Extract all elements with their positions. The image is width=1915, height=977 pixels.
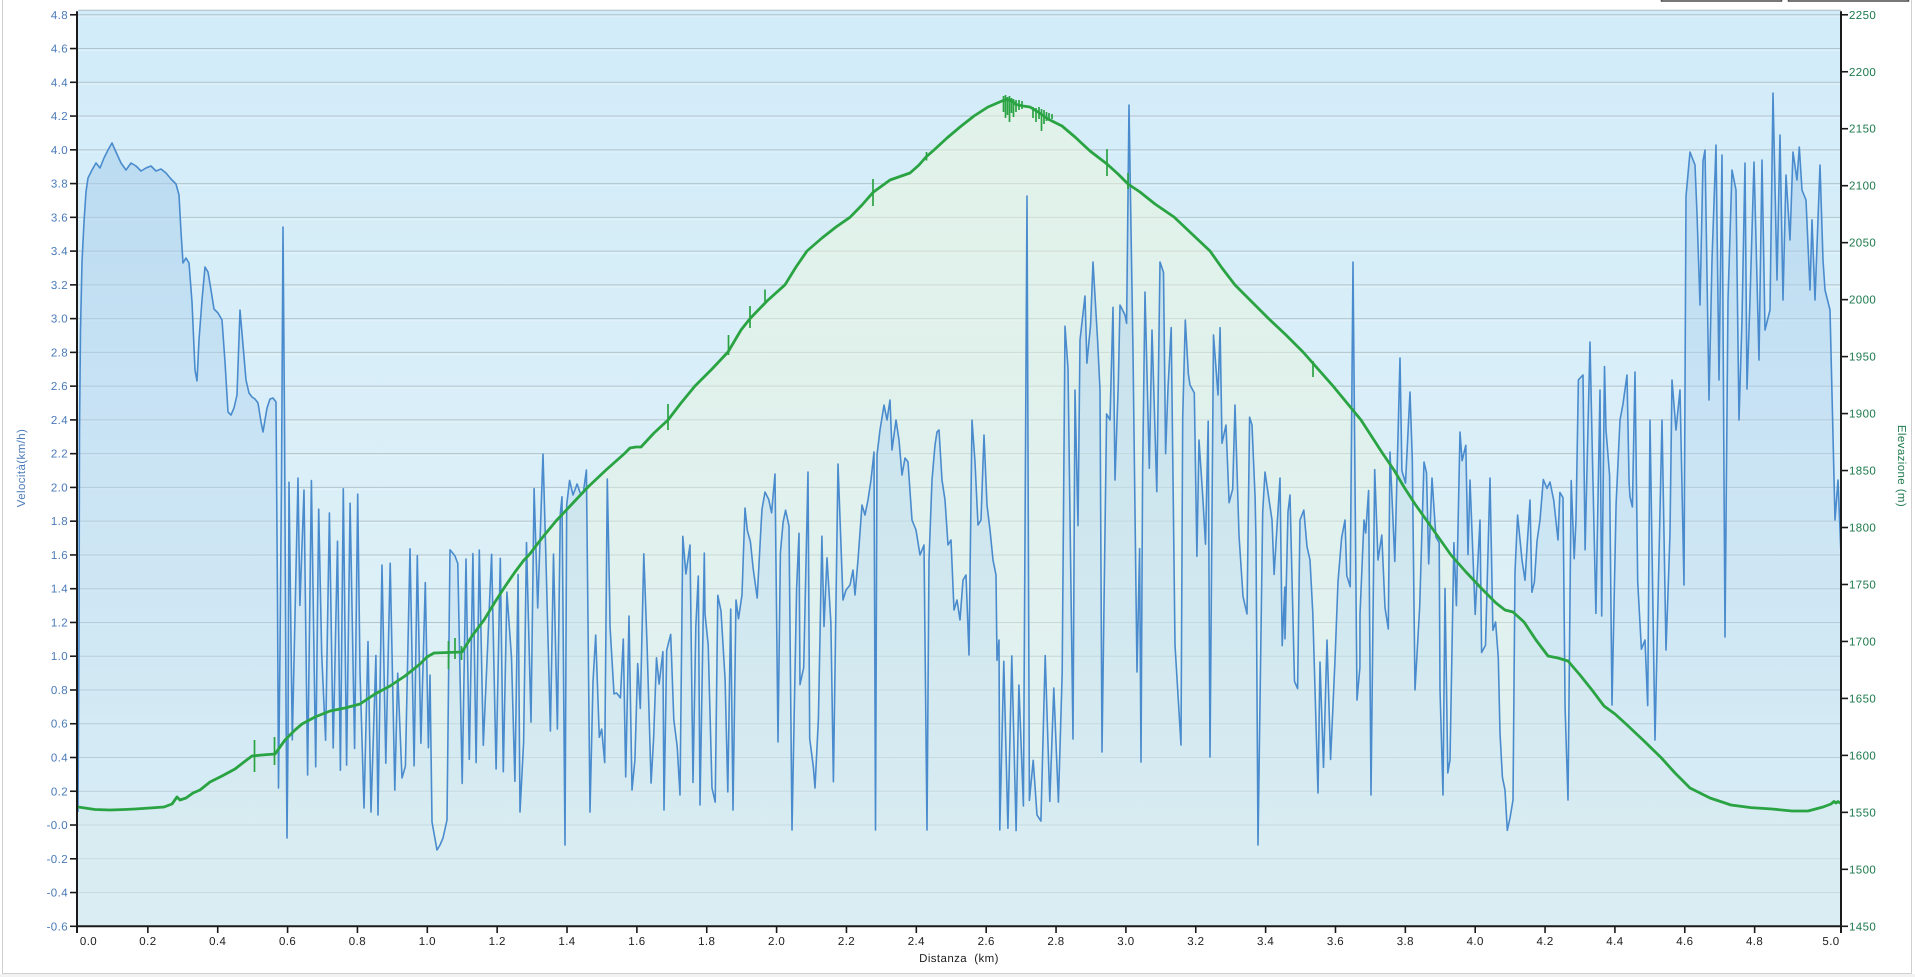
svg-text:4.8: 4.8: [1746, 936, 1763, 948]
svg-text:1800: 1800: [1849, 523, 1876, 535]
svg-text:3.6: 3.6: [51, 212, 68, 224]
svg-text:-0.4: -0.4: [47, 888, 69, 900]
svg-text:1.0: 1.0: [51, 651, 68, 663]
svg-text:1450: 1450: [1849, 921, 1876, 933]
svg-text:3.0: 3.0: [1117, 936, 1134, 948]
svg-text:5.0: 5.0: [1822, 936, 1839, 948]
svg-text:1600: 1600: [1849, 750, 1876, 762]
svg-text:1700: 1700: [1849, 636, 1876, 648]
svg-text:2050: 2050: [1849, 238, 1876, 250]
svg-text:2.0: 2.0: [51, 482, 68, 494]
svg-text:3.8: 3.8: [1397, 936, 1414, 948]
svg-text:1650: 1650: [1849, 693, 1876, 705]
svg-text:1.4: 1.4: [51, 584, 68, 596]
svg-text:0.0: 0.0: [80, 936, 97, 948]
svg-text:0.6: 0.6: [279, 936, 296, 948]
svg-text:0.6: 0.6: [51, 719, 68, 731]
svg-text:4.0: 4.0: [1467, 936, 1484, 948]
svg-text:1.6: 1.6: [628, 936, 645, 948]
svg-text:1.2: 1.2: [51, 618, 68, 630]
svg-text:3.8: 3.8: [51, 179, 68, 191]
svg-text:2100: 2100: [1849, 181, 1876, 193]
svg-text:4.0: 4.0: [51, 145, 68, 157]
svg-text:4.6: 4.6: [1676, 936, 1693, 948]
svg-text:2.2: 2.2: [838, 936, 855, 948]
svg-text:3.0: 3.0: [51, 314, 68, 326]
svg-text:1850: 1850: [1849, 466, 1876, 478]
svg-text:1950: 1950: [1849, 352, 1876, 364]
svg-text:4.4: 4.4: [51, 77, 68, 89]
svg-text:4.2: 4.2: [51, 111, 68, 123]
svg-text:-0.2: -0.2: [47, 854, 68, 866]
svg-text:4.4: 4.4: [1606, 936, 1623, 948]
svg-text:2.0: 2.0: [768, 936, 785, 948]
svg-text:0.2: 0.2: [139, 936, 156, 948]
svg-text:-0.0: -0.0: [47, 820, 68, 832]
svg-text:2.4: 2.4: [51, 415, 68, 427]
svg-text:4.8: 4.8: [51, 10, 68, 22]
svg-text:1.0: 1.0: [419, 936, 436, 948]
svg-text:-0.6: -0.6: [47, 921, 68, 933]
svg-text:1550: 1550: [1849, 807, 1876, 819]
svg-text:2250: 2250: [1849, 10, 1876, 22]
svg-text:3.4: 3.4: [1257, 936, 1274, 948]
svg-text:2150: 2150: [1849, 124, 1876, 136]
svg-text:2.6: 2.6: [978, 936, 995, 948]
svg-text:2000: 2000: [1849, 295, 1876, 307]
svg-text:0.2: 0.2: [51, 786, 68, 798]
svg-text:Velocità(km/h): Velocità(km/h): [16, 429, 28, 507]
svg-text:3.6: 3.6: [1327, 936, 1344, 948]
svg-text:0.8: 0.8: [51, 685, 68, 697]
svg-text:0.8: 0.8: [349, 936, 366, 948]
svg-text:1750: 1750: [1849, 580, 1876, 592]
svg-text:2.8: 2.8: [1047, 936, 1064, 948]
svg-text:4.2: 4.2: [1537, 936, 1554, 948]
svg-text:0.4: 0.4: [209, 936, 226, 948]
svg-text:3.4: 3.4: [51, 246, 68, 258]
svg-text:3.2: 3.2: [51, 280, 68, 292]
svg-text:1.2: 1.2: [489, 936, 506, 948]
svg-text:Distanza (km): Distanza (km): [919, 953, 999, 965]
svg-text:2.2: 2.2: [51, 449, 68, 461]
svg-text:1.8: 1.8: [698, 936, 715, 948]
svg-text:1900: 1900: [1849, 409, 1876, 421]
svg-text:2.4: 2.4: [908, 936, 925, 948]
svg-text:Elevazione (m): Elevazione (m): [1895, 425, 1907, 507]
svg-text:3.2: 3.2: [1187, 936, 1204, 948]
svg-text:1.6: 1.6: [51, 550, 68, 562]
svg-text:2200: 2200: [1849, 67, 1876, 79]
svg-text:1500: 1500: [1849, 864, 1876, 876]
svg-text:1.8: 1.8: [51, 516, 68, 528]
svg-text:1.4: 1.4: [558, 936, 575, 948]
svg-text:0.4: 0.4: [51, 753, 68, 765]
svg-text:2.6: 2.6: [51, 381, 68, 393]
svg-text:2.8: 2.8: [51, 347, 68, 359]
svg-text:4.6: 4.6: [51, 44, 68, 56]
